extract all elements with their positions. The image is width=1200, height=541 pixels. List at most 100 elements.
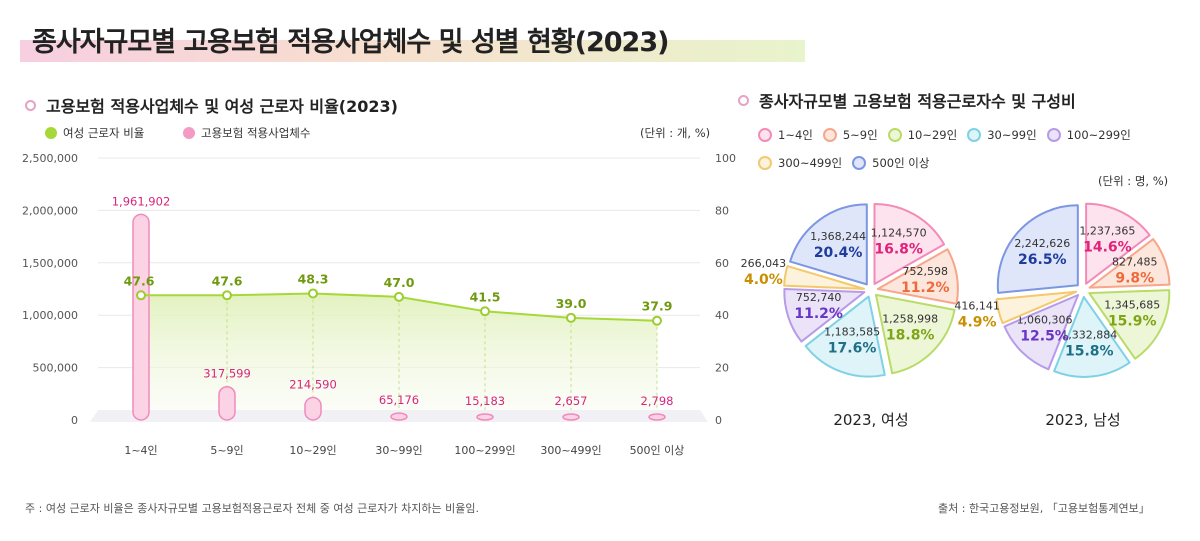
pie-legend-label: 30~99인: [987, 128, 1037, 142]
line-value-label: 37.9: [642, 299, 673, 314]
bar-value-label: 2,798: [641, 394, 674, 408]
pie-legend-swatch-icon: [887, 128, 902, 142]
bar: [648, 413, 666, 421]
pie-value-label: 266,043: [741, 257, 787, 270]
pie-title: 2023, 여성: [833, 411, 908, 429]
pie-legend-item: 30~99인: [967, 122, 1037, 148]
pie-value-label: 1,332,884: [1061, 329, 1117, 342]
y2-tick-label: 0: [715, 414, 722, 427]
pie-legend-swatch-icon: [758, 156, 772, 170]
bar-value-label: 1,961,902: [112, 194, 171, 208]
legend-bar-dot-icon: [183, 126, 195, 139]
pie-legend-item: 500인 이상: [852, 150, 929, 176]
pie-percent-label: 18.8%: [886, 328, 935, 344]
pie-percent-label: 4.0%: [744, 272, 783, 288]
pie-title: 2023, 남성: [1045, 411, 1120, 429]
y-tick-label: 1,500,000: [22, 257, 78, 270]
pie-legend-label: 500인 이상: [872, 156, 930, 170]
x-tick-label: 300~499인: [540, 444, 601, 457]
pie-slice: [873, 202, 946, 285]
x-tick-label: 1~4인: [124, 444, 157, 457]
pie-slice: [874, 293, 956, 375]
pie-percent-label: 4.9%: [958, 314, 997, 330]
bar-value-label: 214,590: [289, 378, 337, 392]
pie-percent-label: 11.2%: [794, 306, 843, 322]
pie-legend-swatch-icon: [1046, 128, 1061, 142]
line-point: [308, 288, 318, 299]
line-point: [652, 315, 662, 326]
line-value-label: 47.6: [212, 273, 243, 288]
pie-slice: [995, 290, 1078, 325]
pie-legend-swatch-icon: [822, 128, 837, 142]
pie-value-label: 1,124,570: [871, 226, 927, 239]
pie-slice: [1003, 294, 1080, 371]
line-point: [222, 290, 232, 301]
legend-bar-label: 고용보험 적용사업체수: [201, 126, 311, 140]
left-section-title-text: 고용보험 적용사업체수 및 여성 근로자 비율(2023): [46, 97, 398, 116]
pie-percent-label: 11.2%: [901, 280, 950, 296]
combo-chart: 2,500,000 100 2,000,000 80 1,500,000 60 1,000,…: [22, 152, 736, 457]
legend-line: 여성 근로자 비율: [45, 125, 144, 141]
pie-value-label: 1,345,685: [1104, 299, 1160, 312]
pie-legend-item: 1~4인: [758, 122, 813, 148]
pie-legend-label: 100~299인: [1066, 128, 1131, 142]
bar-value-label: 65,176: [379, 393, 419, 407]
line-point: [480, 306, 490, 317]
pie-slice: [1088, 238, 1171, 289]
pie-value-label: 1,183,585: [824, 326, 880, 339]
pie-slice: [1085, 202, 1151, 285]
bar: [132, 213, 150, 421]
circle-bullet-icon: [738, 95, 749, 106]
x-tick-label: 500인 이상: [630, 444, 685, 457]
pie-slice: [996, 204, 1079, 294]
pie-slice: [783, 287, 866, 343]
pie-percent-label: 15.8%: [1065, 344, 1114, 360]
y2-tick-label: 60: [715, 257, 729, 270]
pie-legend-item: 300~499인: [758, 150, 842, 176]
pie-slice: [789, 203, 868, 286]
bar-value-label: 2,657: [555, 394, 588, 408]
pie-legend-swatch-icon: [852, 156, 867, 170]
y2-tick-label: 100: [715, 152, 736, 165]
y2-tick-label: 20: [715, 362, 729, 375]
left-section-title: 고용보험 적용사업체수 및 여성 근로자 비율(2023): [25, 93, 398, 117]
title-highlight: [20, 40, 805, 62]
line-value-label: 41.5: [470, 289, 501, 304]
x-tick-label: 100~299인: [454, 444, 515, 457]
pie-slice: [876, 248, 959, 305]
pie-legend: 1~4인 5~9인 10~29인 30~99인 100~299인 300~499인 500인…: [758, 122, 1188, 178]
pie-percent-label: 16.8%: [874, 241, 923, 257]
pie-percent-label: 12.5%: [1020, 328, 1069, 344]
right-section-title: 종사자규모별 고용보험 적용근로자수 및 구성비: [738, 88, 1076, 112]
legend-line-dot-icon: [45, 126, 57, 139]
pie-legend-label: 10~29인: [907, 128, 958, 142]
pie-value-label: 1,368,244: [810, 230, 866, 243]
left-unit: (단위 : 개, %): [640, 126, 711, 140]
pie-value-label: 2,242,626: [1014, 237, 1070, 250]
pie-charts: 1,124,570 16.8% 752,598 11.2% 1,258,998 18.8%…: [741, 202, 1171, 429]
line-value-label: 48.3: [298, 271, 329, 286]
pie-value-label: 752,598: [903, 265, 949, 278]
bar: [304, 396, 322, 421]
pie-percent-label: 15.9%: [1108, 314, 1157, 330]
line-point: [566, 312, 576, 323]
x-tick-label: 5~9인: [210, 444, 243, 457]
pie-legend-item: 5~9인: [822, 122, 878, 148]
pie-percent-label: 26.5%: [1018, 252, 1067, 268]
source: 출처 : 한국고용정보원, 「고용보험통계연보」: [938, 502, 1150, 515]
line-point: [136, 290, 146, 301]
x-tick-label: 10~29인: [289, 444, 336, 457]
pie-value-label: 752,740: [796, 291, 842, 304]
pie-value-label: 827,485: [1112, 255, 1158, 268]
pie-value-label: 1,258,998: [882, 313, 938, 326]
bar: [476, 413, 494, 421]
right-section-title-text: 종사자규모별 고용보험 적용근로자수 및 구성비: [759, 92, 1076, 111]
page-title: 종사자규모별 고용보험 적용사업체수 및 성별 현황(2023): [32, 27, 669, 58]
pie-slice: [804, 295, 886, 378]
pie-percent-label: 17.6%: [828, 341, 877, 357]
pie-value-label: 1,237,365: [1079, 225, 1135, 238]
bar-value-label: 15,183: [465, 394, 505, 408]
pie-legend-label: 300~499인: [778, 156, 843, 170]
line-value-label: 47.0: [384, 275, 415, 290]
right-unit: (단위 : 명, %): [1098, 174, 1169, 188]
